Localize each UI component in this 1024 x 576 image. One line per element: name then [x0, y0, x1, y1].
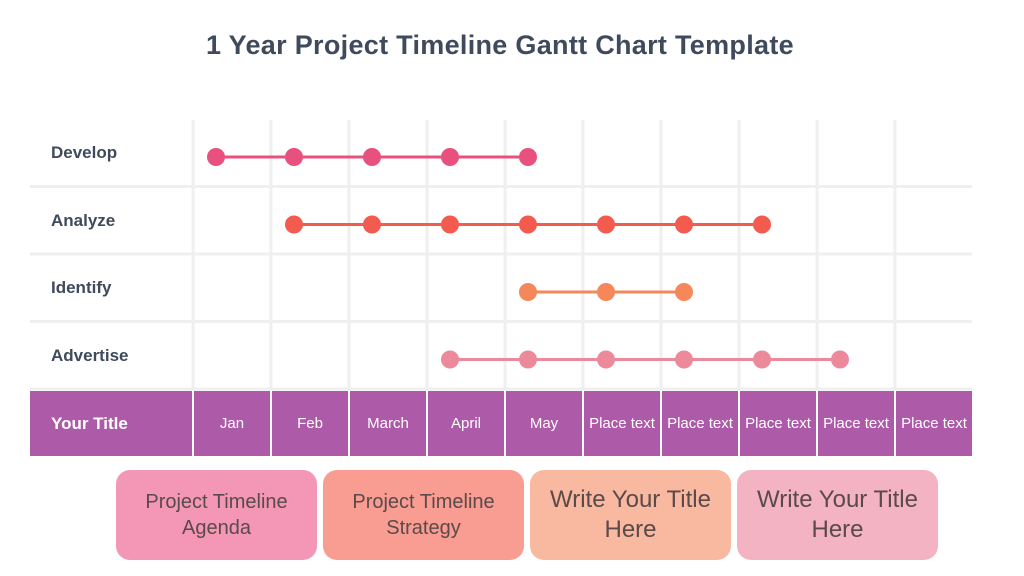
row-label-advertise: Advertise	[51, 345, 129, 365]
gantt-milestone-dot	[441, 350, 459, 369]
month-header-cell: Place text	[662, 391, 738, 456]
gantt-milestone-dot	[753, 215, 771, 234]
gantt-milestone-dot	[519, 148, 537, 166]
gantt-milestone-dot	[597, 350, 615, 369]
month-header-cell: May	[506, 391, 582, 456]
gantt-milestone-dot	[675, 215, 693, 234]
gantt-milestone-dot	[597, 215, 615, 234]
gantt-milestone-dot	[441, 148, 459, 166]
month-header-cell: Place text	[818, 391, 894, 456]
title-box: Write Your Title Here	[530, 470, 731, 560]
gantt-milestone-dot	[207, 148, 225, 166]
gantt-milestone-dot	[285, 215, 303, 234]
month-header-cell: Place text	[584, 391, 660, 456]
gantt-milestone-dot	[363, 215, 381, 234]
page-title: 1 Year Project Timeline Gantt Chart Temp…	[206, 30, 794, 60]
row-label-analyze: Analyze	[51, 210, 116, 230]
row-label-develop: Develop	[51, 143, 118, 162]
month-header-cell: Place text	[740, 391, 816, 456]
gantt-milestone-dot	[519, 283, 537, 301]
title-box: Project Timeline Strategy	[323, 470, 524, 560]
gantt-milestone-dot	[441, 215, 459, 234]
title-box: Write Your Title Here	[737, 470, 938, 560]
gantt-milestone-dot	[753, 350, 771, 369]
month-header-cell: Jan	[194, 391, 270, 456]
title-box: Project Timeline Agenda	[116, 470, 317, 560]
gantt-milestone-dot	[831, 350, 849, 369]
gantt-milestone-dot	[597, 283, 615, 301]
row-label-identify: Identify	[51, 278, 112, 297]
gantt-milestone-dot	[519, 215, 537, 234]
month-header-cell: Feb	[272, 391, 348, 456]
gantt-milestone-dot	[285, 148, 303, 166]
month-header-cell: March	[350, 391, 426, 456]
gantt-milestone-dot	[675, 283, 693, 301]
header-title-cell: Your Title	[30, 391, 192, 456]
gantt-milestone-dot	[363, 148, 381, 166]
month-header-cell: Place text	[896, 391, 972, 456]
gantt-milestone-dot	[519, 350, 537, 369]
month-header-cell: April	[428, 391, 504, 456]
gantt-milestone-dot	[675, 350, 693, 369]
